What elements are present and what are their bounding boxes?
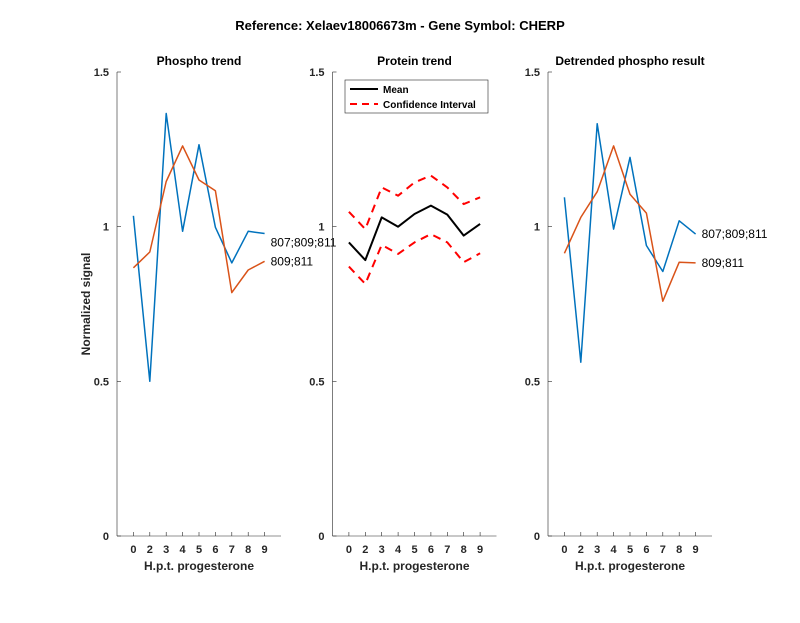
legend-label-mean: Mean	[383, 85, 409, 96]
y-tick-label: 0	[534, 531, 540, 543]
subplot-title: Detrended phospho result	[555, 54, 704, 68]
x-tick-label: 0	[130, 544, 136, 556]
series-end-label: 807;809;811	[271, 236, 337, 250]
y-tick-label: 1.5	[309, 67, 324, 79]
x-axis-label: H.p.t. progesterone	[575, 559, 685, 573]
y-tick-label: 0	[318, 531, 324, 543]
y-tick-label: 1.5	[525, 67, 540, 79]
x-tick-label: 2	[578, 544, 584, 556]
x-tick-label: 3	[379, 544, 385, 556]
series-end-label: 809;811	[702, 256, 745, 270]
figure-title: Reference: Xelaev18006673m - Gene Symbol…	[235, 18, 565, 33]
x-tick-label: 5	[627, 544, 633, 556]
x-axis-label: H.p.t. progesterone	[359, 559, 469, 573]
y-tick-label: 0.5	[94, 376, 109, 388]
x-tick-label: 9	[477, 544, 483, 556]
x-tick-label: 8	[676, 544, 682, 556]
y-tick-label: 0.5	[309, 376, 324, 388]
x-tick-label: 9	[693, 544, 699, 556]
x-tick-label: 4	[395, 544, 402, 556]
y-tick-label: 1	[103, 222, 109, 234]
series-end-label: 809;811	[271, 254, 314, 268]
y-axis-label: Normalized signal	[79, 253, 93, 356]
x-tick-label: 6	[428, 544, 434, 556]
x-tick-label: 0	[561, 544, 567, 556]
x-tick-label: 0	[346, 544, 352, 556]
y-tick-label: 1	[534, 222, 540, 234]
x-tick-label: 2	[362, 544, 368, 556]
subplot-title: Phospho trend	[157, 54, 242, 68]
x-tick-label: 4	[611, 544, 618, 556]
x-tick-label: 6	[212, 544, 218, 556]
x-tick-label: 5	[411, 544, 417, 556]
x-tick-label: 2	[147, 544, 153, 556]
x-tick-label: 7	[229, 544, 235, 556]
x-tick-label: 6	[643, 544, 649, 556]
x-axis-label: H.p.t. progesterone	[144, 559, 254, 573]
x-tick-label: 7	[660, 544, 666, 556]
y-tick-label: 0	[103, 531, 109, 543]
y-tick-label: 0.5	[525, 376, 540, 388]
x-tick-label: 5	[196, 544, 202, 556]
series-end-label: 807;809;811	[702, 227, 768, 241]
y-tick-label: 1	[318, 222, 324, 234]
x-tick-label: 8	[461, 544, 467, 556]
subplot-title: Protein trend	[377, 54, 452, 68]
legend: Mean Confidence Interval	[345, 80, 488, 113]
x-tick-label: 3	[163, 544, 169, 556]
x-tick-label: 4	[180, 544, 187, 556]
x-tick-label: 8	[245, 544, 251, 556]
x-tick-label: 3	[594, 544, 600, 556]
x-tick-label: 9	[262, 544, 268, 556]
y-tick-label: 1.5	[94, 67, 109, 79]
legend-label-ci: Confidence Interval	[383, 100, 476, 111]
x-tick-label: 7	[444, 544, 450, 556]
